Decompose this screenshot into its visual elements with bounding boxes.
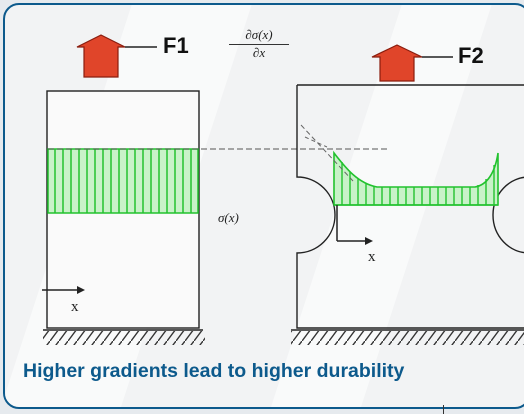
x-axis-right-arrowhead — [365, 237, 373, 245]
plain-specimen-stress-band — [47, 148, 199, 214]
caption: Higher gradients lead to higher durabili… — [23, 360, 405, 382]
notched-specimen — [296, 84, 524, 329]
notched-specimen-right-notch — [492, 176, 524, 254]
x-axis-left-arrowhead — [77, 286, 85, 294]
force-label-right: F2 — [458, 43, 484, 68]
gradient-tangent-stub — [304, 136, 328, 148]
diagram-panel: F1 F2 ∂σ(x) ∂x σ(x) x x Higher gradients… — [3, 3, 524, 409]
notched-stress-hatch — [341, 162, 495, 205]
ground-hatch-left — [43, 331, 205, 345]
ground-hatch-right — [291, 331, 524, 345]
plain-specimen-stress-hatch — [54, 149, 192, 213]
force-arrow-left — [76, 34, 126, 78]
notched-stress-area — [333, 150, 499, 206]
bottom-divider — [443, 405, 444, 414]
gradient-numerator: ∂σ(x) — [229, 27, 289, 45]
gradient-denominator: ∂x — [252, 45, 266, 60]
force-label-left: F1 — [163, 33, 189, 58]
stress-gradient-diagram — [42, 34, 524, 345]
x-label-right: x — [368, 249, 376, 265]
gradient-formula: ∂σ(x) ∂x — [229, 27, 289, 61]
gradient-tangent-line — [300, 124, 354, 182]
x-label-left: x — [71, 299, 79, 315]
stress-label: σ(x) — [218, 210, 239, 225]
force-arrow-right — [371, 44, 423, 82]
